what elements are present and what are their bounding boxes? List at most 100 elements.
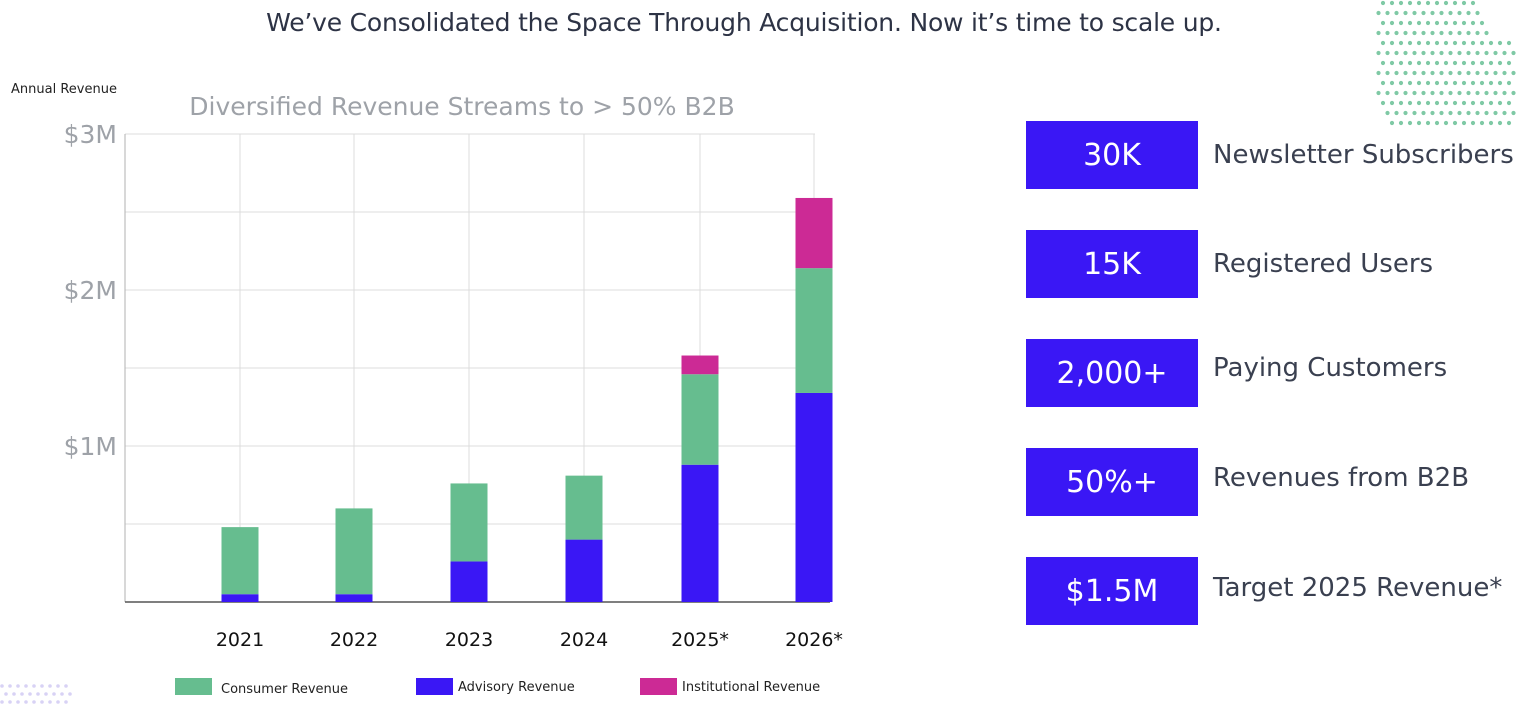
decor-dot: [1380, 20, 1386, 26]
decor-dot: [8, 700, 12, 704]
decor-dot: [1376, 90, 1381, 96]
chart-title: Diversified Revenue Streams to > 50% B2B: [189, 92, 734, 121]
legend-swatch: [640, 678, 677, 695]
decor-dot: [1421, 10, 1426, 16]
decor-dot: [40, 700, 44, 704]
decor-dot: [1380, 80, 1386, 86]
decor-dot: [1475, 50, 1480, 56]
decor-dot: [1461, 0, 1467, 6]
decor-dot: [1448, 30, 1453, 36]
decor-dot: [4, 692, 8, 696]
decor-dot: [1425, 20, 1431, 26]
revenue-chart: Diversified Revenue Streams to > 50% B2B…: [64, 92, 843, 697]
decor-dot: [56, 684, 60, 688]
chart-legend: Consumer Revenue Advisory Revenue Institut…: [175, 678, 820, 697]
bar-segment: [335, 508, 373, 595]
decor-dot: [1466, 90, 1471, 96]
decor-dot: [1493, 110, 1498, 116]
decor-dot: [1434, 100, 1440, 106]
decor-dot: [1412, 10, 1417, 16]
y-axis-label: Annual Revenue: [11, 82, 117, 97]
decor-dot: [1475, 70, 1480, 76]
decor-dot: [1448, 10, 1453, 16]
decor-dot: [1398, 80, 1404, 86]
decor-dot: [1511, 50, 1516, 56]
decor-dot: [1461, 80, 1467, 86]
stat-value-box: 15K: [1026, 230, 1198, 298]
decor-dot: [1479, 20, 1485, 26]
decor-dot: [1407, 0, 1413, 6]
decor-dot: [64, 700, 68, 704]
decor-dot: [1394, 50, 1399, 56]
decor-dot: [1466, 70, 1471, 76]
decor-dot: [1412, 110, 1417, 116]
decor-dot: [32, 684, 36, 688]
stat-value-box: $1.5M: [1026, 557, 1198, 625]
decor-dot: [1439, 90, 1444, 96]
decor-dot: [1376, 10, 1381, 16]
decor-dot: [1506, 80, 1512, 86]
decor-dot: [1421, 90, 1426, 96]
decor-dot: [1452, 20, 1458, 26]
decor-dot: [1493, 70, 1498, 76]
decor-dot: [1497, 100, 1503, 106]
decor-dot: [1439, 70, 1444, 76]
decor-dot: [1484, 90, 1489, 96]
decor-dot: [1380, 100, 1386, 106]
legend-swatch: [175, 678, 212, 695]
decor-dot: [1497, 60, 1503, 66]
decor-dot: [1421, 30, 1426, 36]
decor-dot: [52, 692, 56, 696]
decor-dot: [1452, 60, 1458, 66]
x-tick-label: 2021: [216, 629, 264, 651]
decor-dot: [1407, 100, 1413, 106]
decor-dot: [1452, 0, 1458, 6]
x-tick-labels: 2021 2022 2023 2024 2025* 2026*: [216, 629, 843, 651]
decor-dot: [1439, 110, 1444, 116]
decor-dot: [1389, 20, 1395, 26]
decor-dot: [1430, 70, 1435, 76]
decor-dot: [1502, 50, 1507, 56]
bar-segment: [795, 197, 833, 269]
decor-dot: [1470, 100, 1476, 106]
decor-dot: [8, 684, 12, 688]
decor-dot: [1416, 40, 1422, 46]
stat-label: Newsletter Subscribers: [1213, 140, 1514, 170]
decor-dot: [1466, 50, 1471, 56]
decor-dot: [1434, 80, 1440, 86]
decor-dot: [1421, 70, 1426, 76]
bar-segment: [565, 539, 603, 602]
decor-dot: [1434, 120, 1440, 126]
decor-dot: [24, 684, 28, 688]
decor-dot: [1497, 80, 1503, 86]
decor-dot: [1461, 20, 1467, 26]
decor-dot: [1416, 100, 1422, 106]
decor-dot: [1439, 30, 1444, 36]
x-tick-label: 2023: [445, 629, 493, 651]
decor-dot: [1403, 90, 1408, 96]
decor-dot: [20, 692, 24, 696]
decor-dot: [1398, 40, 1404, 46]
stat-value-box: 50%+: [1026, 448, 1198, 516]
stat-value-box: 30K: [1026, 121, 1198, 189]
decor-dot: [1385, 50, 1390, 56]
decor-dot: [1421, 110, 1426, 116]
decor-dot: [1457, 90, 1462, 96]
decor-dot: [1443, 60, 1449, 66]
legend-label: Consumer Revenue: [221, 682, 348, 697]
stat-row: $1.5M Target 2025 Revenue*: [1026, 557, 1506, 625]
stat-label: Revenues from B2B: [1213, 463, 1470, 493]
decor-dot: [1380, 40, 1386, 46]
decor-dot: [1475, 110, 1480, 116]
decor-dot: [1493, 90, 1498, 96]
decor-dot: [1398, 120, 1404, 126]
decor-dot: [1439, 10, 1444, 16]
decor-dot: [1470, 40, 1476, 46]
legend-swatch: [416, 678, 453, 695]
bar-segment: [565, 475, 603, 540]
decor-dot: [1470, 60, 1476, 66]
decor-dot: [1385, 30, 1390, 36]
bar-segment: [335, 594, 373, 602]
decor-dot: [1488, 100, 1494, 106]
decor-dot: [1398, 0, 1404, 6]
